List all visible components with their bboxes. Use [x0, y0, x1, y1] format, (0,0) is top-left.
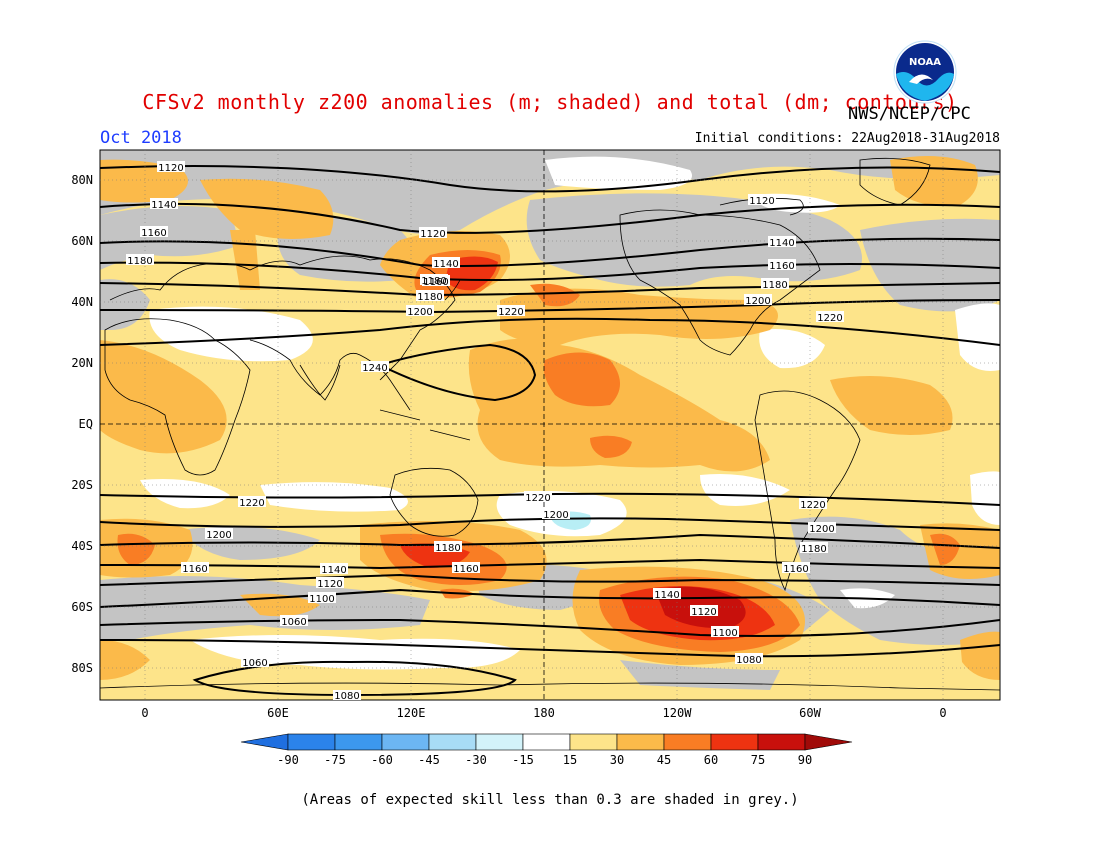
colorbar-swatch — [710, 733, 759, 751]
contour-label: 1160 — [783, 564, 808, 575]
contour-label: 1200 — [543, 510, 568, 521]
contour-label: 1200 — [206, 530, 231, 541]
colorbar-swatch — [663, 733, 712, 751]
contour-label: 1240 — [362, 363, 387, 374]
latitude-labels: 80N 60N 40N 20N EQ 20S 40S 60S 80S — [71, 173, 93, 675]
colorbar-level-label: 15 — [563, 753, 577, 767]
lat-label: 40N — [71, 295, 93, 309]
contour-label: 1220 — [817, 313, 842, 324]
forecast-month: Oct 2018 — [100, 128, 182, 148]
height-contours — [100, 165, 1000, 697]
colorbar: -90 -75 -60 -45 -30 -15 15 30 45 60 75 90 — [240, 733, 853, 767]
contour-label: 1220 — [800, 500, 825, 511]
lat-label: EQ — [79, 417, 93, 431]
colorbar-level-label: 90 — [798, 753, 812, 767]
colorbar-swatch — [475, 733, 524, 751]
contour-label: 1220 — [239, 498, 264, 509]
colorbar-swatch — [287, 733, 336, 751]
colorbar-arrow-left — [240, 733, 289, 751]
colorbar-swatch — [757, 733, 806, 751]
contour-label: 1200 — [809, 524, 834, 535]
contour-label: 1180 — [801, 544, 826, 555]
colorbar-level-label: 75 — [751, 753, 765, 767]
contour-label: 1120 — [158, 163, 183, 174]
contour-label: 1120 — [749, 196, 774, 207]
contour-label: 1160 — [141, 228, 166, 239]
lon-label: 60E — [267, 706, 289, 720]
contour-label: 1140 — [433, 259, 458, 270]
lon-label: 60W — [799, 706, 821, 720]
longitude-labels: 0 60E 120E 180 120W 60W 0 — [141, 706, 946, 720]
coastlines — [100, 157, 1000, 691]
colorbar-swatch — [569, 733, 618, 751]
skill-footnote: (Areas of expected skill less than 0.3 a… — [301, 792, 799, 808]
contour-label: 1080 — [334, 691, 359, 702]
lat-label: 20S — [71, 478, 93, 492]
lat-label: 80S — [71, 661, 93, 675]
contour-label: 1060 — [242, 658, 267, 669]
contour-label: 1060 — [281, 617, 306, 628]
contour-label: 1100 — [712, 628, 737, 639]
anomaly-field — [100, 150, 1000, 700]
contour-label: 1120 — [317, 579, 342, 590]
contour-label: 1080 — [736, 655, 761, 666]
lon-label: 120E — [397, 706, 426, 720]
lat-label: 60N — [71, 234, 93, 248]
lat-label: 60S — [71, 600, 93, 614]
colorbar-level-label: -75 — [324, 753, 346, 767]
contour-label: 1180 — [127, 256, 152, 267]
contour-label: 1100 — [309, 594, 334, 605]
contour-label-backgrounds — [126, 161, 844, 700]
contour-label: 1140 — [151, 200, 176, 211]
lon-label: 120W — [663, 706, 693, 720]
contour-label: 1200 — [407, 307, 432, 318]
initial-conditions: Initial conditions: 22Aug2018-31Aug2018 — [694, 131, 1000, 146]
contour-label: 1120 — [691, 607, 716, 618]
contour-label: 1140 — [769, 238, 794, 249]
colorbar-swatch — [616, 733, 665, 751]
contour-label: 1220 — [498, 307, 523, 318]
contour-label: 1180 — [417, 292, 442, 303]
colorbar-level-label: 60 — [704, 753, 718, 767]
contour-label: 1120 — [420, 229, 445, 240]
lat-label: 80N — [71, 173, 93, 187]
lat-label: 40S — [71, 539, 93, 553]
contour-label: 1160 — [423, 277, 448, 288]
noaa-logo: NOAA — [893, 40, 957, 104]
contour-label: 1140 — [321, 565, 346, 576]
map-frame — [99, 149, 1001, 701]
contour-labels: 1120 1140 1160 1180 1120 1140 1160 1180 … — [126, 161, 844, 702]
contour-label: 1140 — [654, 590, 679, 601]
colorbar-level-label: -15 — [512, 753, 534, 767]
contour-label: 1220 — [525, 493, 550, 504]
lon-label: 0 — [939, 706, 946, 720]
colorbar-level-label: -45 — [418, 753, 440, 767]
contour-label: 1160 — [769, 261, 794, 272]
lon-label: 180 — [533, 706, 555, 720]
colorbar-swatch — [428, 733, 477, 751]
contour-label: 1160 — [453, 564, 478, 575]
svg-text:NOAA: NOAA — [909, 57, 941, 68]
colorbar-level-label: 45 — [657, 753, 671, 767]
colorbar-swatch — [522, 733, 571, 751]
chart-title: CFSv2 monthly z200 anomalies (m; shaded)… — [142, 90, 958, 114]
lat-label: 20N — [71, 356, 93, 370]
colorbar-swatch — [334, 733, 383, 751]
contour-label: 1200 — [745, 296, 770, 307]
colorbar-arrow-right — [804, 733, 853, 751]
colorbar-level-label: -30 — [465, 753, 487, 767]
contour-label: 1160 — [182, 564, 207, 575]
agency-label: NWS/NCEP/CPC — [848, 104, 971, 124]
colorbar-level-label: -60 — [371, 753, 393, 767]
colorbar-swatch — [381, 733, 430, 751]
colorbar-level-label: 30 — [610, 753, 624, 767]
contour-label: 1180 — [435, 543, 460, 554]
contour-label: 1180 — [421, 276, 446, 287]
contour-label: 1180 — [762, 280, 787, 291]
colorbar-level-label: -90 — [277, 753, 299, 767]
lon-label: 0 — [141, 706, 148, 720]
